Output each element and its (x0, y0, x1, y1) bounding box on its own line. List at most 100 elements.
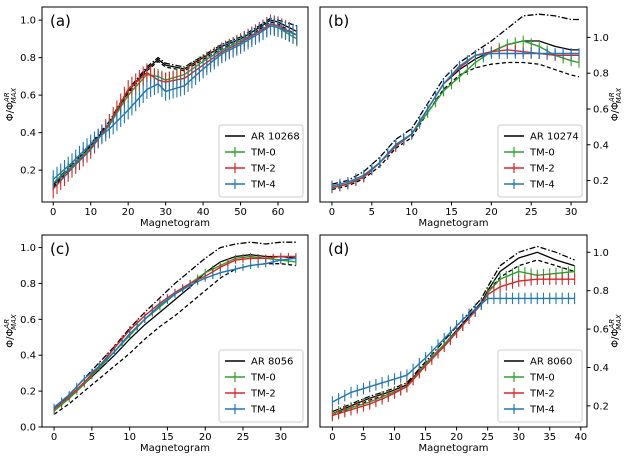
y-tick-label: 0.4 (593, 140, 609, 151)
series-ar-10268-lower (52, 21, 298, 188)
x-tick-label: 10 (388, 432, 401, 443)
series-line-ar-10268-lower (52, 21, 298, 188)
y-tick-label: 0.2 (20, 387, 36, 398)
series-tm-4 (53, 254, 297, 411)
x-tick-label: 0 (51, 432, 57, 443)
legend-label: AR 10274 (530, 132, 579, 143)
y-tick-label: 0.6 (20, 91, 36, 102)
panel-label: (c) (50, 240, 70, 258)
legend: AR 10274 TM-0 TM-2 TM-4 (497, 124, 583, 198)
x-tick-label: 20 (122, 207, 135, 218)
y-tick-label: 0.0 (20, 423, 36, 434)
legend-entry: TM-0 (504, 372, 555, 384)
series-line-ar-8056 (53, 254, 296, 412)
series-ar-10268 (52, 19, 298, 186)
legend-label: AR 8056 (251, 357, 293, 368)
y-tick-label: 0.6 (593, 325, 609, 336)
legend-label: TM-0 (250, 148, 276, 159)
y-tick-label: 0.8 (593, 286, 609, 297)
y-axis-label: Φ/ΦARMAX (608, 88, 623, 122)
x-tick-label: 25 (481, 432, 494, 443)
y-tick-label: 0.8 (593, 69, 609, 80)
x-tick-label: 40 (574, 432, 587, 443)
axes-frame (319, 6, 588, 203)
legend-label: TM-4 (529, 180, 555, 191)
x-axis-label: Magnetogram (419, 218, 489, 229)
legend-entry: TM-4 (504, 179, 555, 191)
x-tick-label: 10 (84, 207, 97, 218)
panel-label: (b) (328, 12, 349, 30)
x-tick-label: 60 (272, 207, 285, 218)
series-line-ar-8056-lower (53, 263, 296, 415)
y-tick-label: 0.2 (20, 166, 36, 177)
x-tick-label: 10 (123, 432, 136, 443)
x-tick-label: 10 (405, 207, 418, 218)
legend-label: TM-0 (529, 148, 555, 159)
y-axis-label: Φ/ΦARMAX (3, 314, 18, 348)
x-tick-label: 30 (512, 432, 525, 443)
series-tm-4 (52, 16, 298, 189)
legend-label: TM-4 (529, 405, 555, 416)
panel-4: 0 5 10 15 20 25 30 35 40 Magnetogram 0.2 0.4 0.6 0.8 1… (319, 234, 623, 454)
y-tick-label: 1.0 (593, 248, 609, 259)
plot-area (52, 14, 298, 199)
y-tick-label: 0.4 (593, 363, 609, 374)
panel-2: 0 5 10 15 20 25 30 Magnetogram 0.2 0.4 0.6 0.8 1.0 Φ/… (319, 6, 623, 229)
legend-entry: TM-4 (225, 404, 276, 416)
y-tick-label: 1.0 (593, 33, 609, 44)
legend-box (218, 349, 304, 423)
legend-label: TM-0 (529, 373, 555, 384)
plot-area (331, 245, 576, 422)
legend-entry: TM-2 (504, 388, 555, 400)
y-tick-label: 0.6 (20, 315, 36, 326)
legend-entry: TM-2 (225, 163, 276, 175)
legend-entry: TM-0 (225, 147, 276, 159)
x-tick-label: 30 (565, 207, 578, 218)
legend: AR 10268 TM-0 TM-2 TM-4 (218, 124, 304, 198)
x-tick-label: 25 (237, 432, 250, 443)
x-tick-label: 0 (329, 207, 335, 218)
series-ar-8056-upper (53, 241, 296, 410)
legend-label: TM-4 (250, 180, 276, 191)
legend-entry: AR 10268 (225, 132, 300, 143)
x-axis-label: Magnetogram (140, 443, 210, 454)
legend-label: AR 8060 (530, 357, 572, 368)
legend-box (497, 124, 583, 198)
legend-entry: TM-2 (225, 388, 276, 400)
axes-frame (319, 234, 588, 428)
legend-entry: TM-4 (504, 404, 555, 416)
x-tick-label: 15 (161, 432, 174, 443)
legend-box (218, 124, 304, 198)
legend-entry: AR 8060 (504, 357, 572, 368)
panel-3: 0 5 10 15 20 25 30 Magnetogram 0.0 0.2 0.4 0.6 0.8 1.… (3, 234, 309, 454)
legend-box (497, 349, 583, 423)
plot-area (331, 13, 580, 194)
y-tick-label: 1.0 (20, 16, 36, 27)
legend-entry: TM-2 (504, 163, 555, 175)
x-tick-label: 0 (50, 207, 56, 218)
legend-label: TM-4 (250, 405, 276, 416)
x-tick-label: 20 (450, 432, 463, 443)
y-tick-label: 0.8 (20, 53, 36, 64)
legend: AR 8060 TM-0 TM-2 TM-4 (497, 349, 583, 423)
legend-label: TM-0 (250, 373, 276, 384)
x-tick-label: 5 (360, 432, 366, 443)
y-axis-label: Φ/ΦARMAX (3, 88, 18, 122)
legend-entry: AR 10274 (504, 132, 579, 143)
panel-label: (d) (328, 240, 349, 258)
x-tick-label: 20 (199, 432, 212, 443)
series-line-ar-10268 (52, 19, 298, 186)
legend-label: TM-2 (250, 164, 276, 175)
legend: AR 8056 TM-0 TM-2 TM-4 (218, 349, 304, 423)
series-tm-4 (331, 48, 580, 192)
axes-frame (41, 234, 309, 428)
legend-entry: TM-0 (504, 147, 555, 159)
series-ar-10268-upper (52, 17, 297, 184)
legend-label: AR 10268 (251, 132, 300, 143)
x-tick-label: 20 (485, 207, 498, 218)
x-tick-label: 30 (159, 207, 172, 218)
x-tick-label: 40 (197, 207, 210, 218)
y-tick-label: 0.6 (593, 104, 609, 115)
legend-label: TM-2 (250, 389, 276, 400)
legend-label: TM-2 (529, 164, 555, 175)
